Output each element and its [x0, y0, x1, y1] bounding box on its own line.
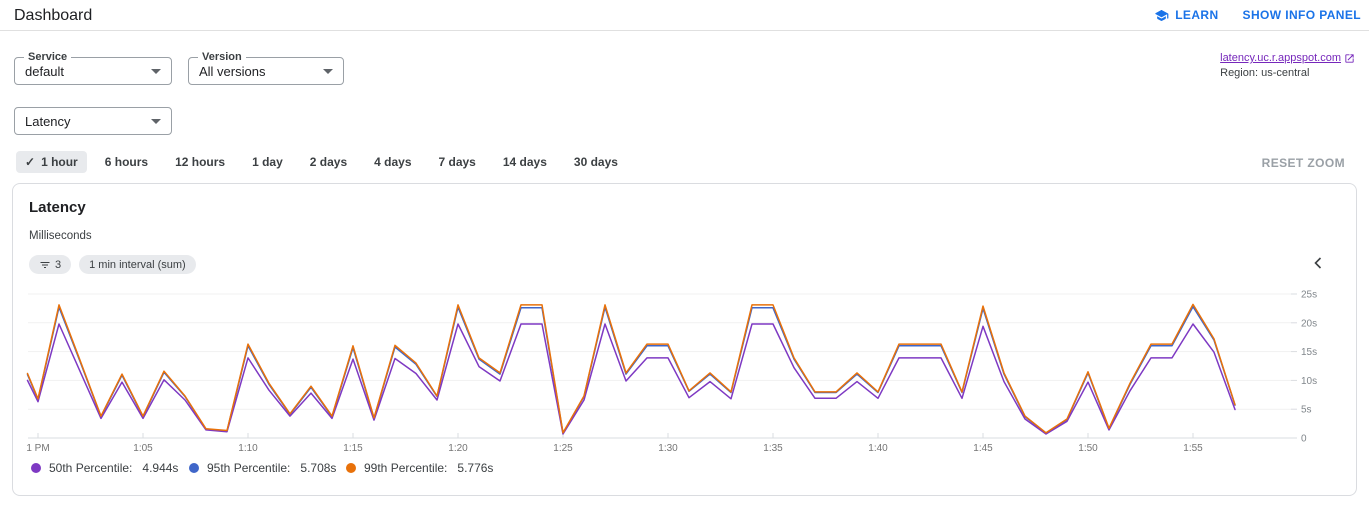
x-tick-label: 1 PM	[26, 443, 49, 454]
learn-label: LEARN	[1175, 8, 1219, 22]
x-tick-label: 1:40	[868, 443, 888, 454]
app-url-link[interactable]: latency.uc.r.appspot.com	[1220, 51, 1355, 65]
series-line-95th	[26, 305, 1236, 434]
time-range-7-days[interactable]: 7 days	[430, 151, 485, 173]
latency-chart-card: Latency Milliseconds 3 1 min interval (s…	[12, 183, 1357, 496]
time-range-1-day[interactable]: 1 day	[243, 151, 292, 173]
chevron-down-icon	[151, 68, 161, 74]
check-icon: ✓	[25, 155, 36, 169]
time-range-6-hours[interactable]: 6 hours	[96, 151, 157, 173]
page-title: Dashboard	[14, 7, 93, 24]
legend-series-value: 5.708s	[300, 461, 337, 475]
chart-unit-label: Milliseconds	[29, 230, 92, 242]
interval-chip-label: 1 min interval (sum)	[89, 258, 186, 271]
reset-zoom-button[interactable]: RESET ZOOM	[1261, 156, 1345, 170]
show-info-panel-button[interactable]: SHOW INFO PANEL	[1243, 8, 1361, 22]
series-line-50th	[26, 323, 1236, 435]
service-label: Service	[24, 51, 72, 63]
latency-chart[interactable]: 0 5s 10s 15s 20s 25s 1 PM 1:05 1:10 1:15 1:20 1:25 1…	[15, 287, 1358, 457]
version-label: Version	[198, 51, 246, 63]
time-range-1-hour[interactable]: ✓ 1 hour	[16, 151, 87, 173]
version-select[interactable]: Version All versions	[188, 51, 344, 85]
time-range-label: 4 days	[374, 155, 412, 169]
filter-count: 3	[55, 258, 62, 271]
filter-icon	[40, 261, 50, 268]
legend-item-50th[interactable]: 50th Percentile: 4.944s	[31, 461, 178, 475]
time-range-30-days[interactable]: 30 days	[565, 151, 627, 173]
version-value: All versions	[199, 63, 266, 79]
time-range-label: 1 hour	[41, 155, 78, 169]
chart-title: Latency	[29, 199, 86, 216]
x-tick-label: 1:30	[658, 443, 678, 454]
legend-dot	[189, 463, 199, 473]
x-tick-label: 1:45	[973, 443, 993, 454]
time-range-label: 2 days	[309, 155, 348, 169]
header-actions: LEARN SHOW INFO PANEL	[1154, 0, 1361, 30]
graduation-cap-icon	[1155, 9, 1169, 21]
legend-dot	[346, 463, 356, 473]
time-range-4-days[interactable]: 4 days	[365, 151, 420, 173]
chevron-left-icon	[1314, 257, 1322, 269]
legend-series-value: 5.776s	[457, 461, 494, 475]
legend-series-name: 95th Percentile:	[207, 461, 291, 475]
legend-item-95th[interactable]: 95th Percentile: 5.708s	[189, 461, 336, 475]
show-info-panel-label: SHOW INFO PANEL	[1242, 8, 1361, 22]
chart-legend: 50th Percentile: 4.944s 95th Percentile: 5.…	[13, 458, 1356, 482]
x-tick-label: 1:10	[238, 443, 258, 454]
legend-series-value: 4.944s	[142, 461, 179, 475]
header-divider	[0, 30, 1369, 31]
interval-chip[interactable]: 1 min interval (sum)	[79, 255, 196, 274]
y-tick-label: 15s	[1301, 347, 1317, 358]
service-select[interactable]: Service default	[14, 51, 172, 85]
time-range-14-days[interactable]: 14 days	[494, 151, 556, 173]
series-line-99th	[26, 303, 1236, 434]
x-tick-label: 1:15	[343, 443, 363, 454]
y-tick-label: 25s	[1301, 290, 1317, 301]
learn-button[interactable]: LEARN	[1154, 8, 1218, 23]
x-tick-label: 1:35	[763, 443, 783, 454]
service-value: default	[25, 63, 65, 79]
time-range-bar: ✓ 1 hour 6 hours 12 hours 1 day 2 days 4 days 7…	[16, 151, 627, 173]
y-tick-label: 20s	[1301, 318, 1317, 329]
chevron-down-icon	[323, 68, 333, 74]
legend-series-name: 99th Percentile:	[364, 461, 448, 475]
time-range-label: 6 hours	[104, 155, 149, 169]
time-range-label: 12 hours	[175, 155, 226, 169]
time-range-label: 7 days	[438, 155, 476, 169]
y-tick-label: 10s	[1301, 376, 1317, 387]
chip-row: 3 1 min interval (sum)	[29, 255, 196, 274]
y-tick-label: 0	[1301, 434, 1307, 445]
app-link-block: latency.uc.r.appspot.com Region: us-cent…	[1220, 51, 1355, 80]
legend-item-99th[interactable]: 99th Percentile: 5.776s	[346, 461, 493, 475]
x-tick-label: 1:05	[133, 443, 153, 454]
x-tick-label: 1:50	[1078, 443, 1098, 454]
time-range-label: 14 days	[502, 155, 547, 169]
time-range-label: 30 days	[573, 155, 618, 169]
legend-dot	[31, 463, 41, 473]
app-url-text: latency.uc.r.appspot.com	[1220, 52, 1341, 64]
time-range-2-days[interactable]: 2 days	[301, 151, 356, 173]
time-range-label: 1 day	[252, 155, 283, 169]
x-tick-label: 1:20	[448, 443, 468, 454]
metric-select[interactable]: Latency	[14, 107, 172, 135]
collapse-panel-button[interactable]	[1312, 256, 1324, 275]
legend-series-name: 50th Percentile:	[49, 461, 133, 475]
time-range-12-hours[interactable]: 12 hours	[166, 151, 234, 173]
metric-value: Latency	[25, 113, 71, 129]
x-tick-label: 1:25	[553, 443, 573, 454]
chevron-down-icon	[151, 118, 161, 124]
x-tick-label: 1:55	[1183, 443, 1203, 454]
region-text: Region: us-central	[1220, 67, 1310, 79]
filter-count-chip[interactable]: 3	[29, 255, 72, 274]
y-tick-label: 5s	[1301, 405, 1312, 416]
external-link-icon	[1345, 53, 1354, 63]
